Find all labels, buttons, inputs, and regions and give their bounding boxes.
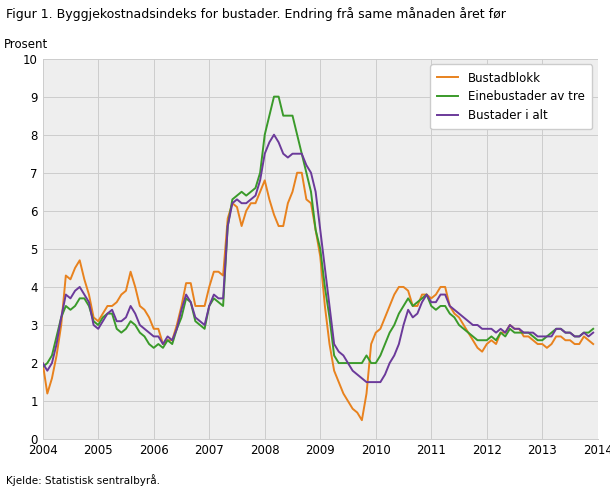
Bustadblokk bbox=[483, 341, 490, 347]
Text: Kjelde: Statistisk sentralbyrå.: Kjelde: Statistisk sentralbyrå. bbox=[6, 474, 160, 486]
Einebustader av tre bbox=[423, 292, 430, 298]
Bustadblokk bbox=[428, 295, 435, 301]
Bustadblokk bbox=[293, 170, 301, 176]
Line: Bustader i alt: Bustader i alt bbox=[43, 135, 593, 382]
Bustadblokk bbox=[39, 360, 46, 366]
Bustader i alt bbox=[580, 330, 587, 336]
Legend: Bustadblokk, Einebustader av tre, Bustader i alt: Bustadblokk, Einebustader av tre, Bustad… bbox=[430, 64, 592, 129]
Einebustader av tre bbox=[589, 326, 597, 332]
Bustader i alt bbox=[589, 330, 597, 336]
Bustadblokk bbox=[580, 333, 587, 339]
Bustader i alt bbox=[349, 368, 356, 374]
Bustadblokk bbox=[155, 326, 162, 332]
Bustader i alt bbox=[270, 132, 278, 138]
Einebustader av tre bbox=[576, 333, 583, 339]
Bustadblokk bbox=[589, 341, 597, 347]
Bustader i alt bbox=[187, 299, 195, 305]
Bustader i alt bbox=[155, 333, 162, 339]
Line: Bustadblokk: Bustadblokk bbox=[43, 173, 593, 420]
Bustader i alt bbox=[483, 326, 490, 332]
Bustadblokk bbox=[358, 417, 365, 423]
Bustader i alt bbox=[428, 299, 435, 305]
Bustadblokk bbox=[187, 280, 195, 286]
Line: Einebustader av tre: Einebustader av tre bbox=[43, 97, 593, 367]
Bustader i alt bbox=[39, 360, 46, 366]
Text: Figur 1. Byggjekostnadsindeks for bustader. Endring frå same månaden året før: Figur 1. Byggjekostnadsindeks for bustad… bbox=[6, 7, 506, 21]
Bustader i alt bbox=[363, 379, 370, 385]
Einebustader av tre bbox=[187, 299, 195, 305]
Bustadblokk bbox=[349, 406, 356, 412]
Text: Prosent: Prosent bbox=[4, 38, 48, 51]
Einebustader av tre bbox=[39, 364, 46, 370]
Einebustader av tre bbox=[478, 337, 486, 343]
Einebustader av tre bbox=[349, 360, 356, 366]
Einebustader av tre bbox=[270, 94, 278, 100]
Einebustader av tre bbox=[155, 341, 162, 347]
